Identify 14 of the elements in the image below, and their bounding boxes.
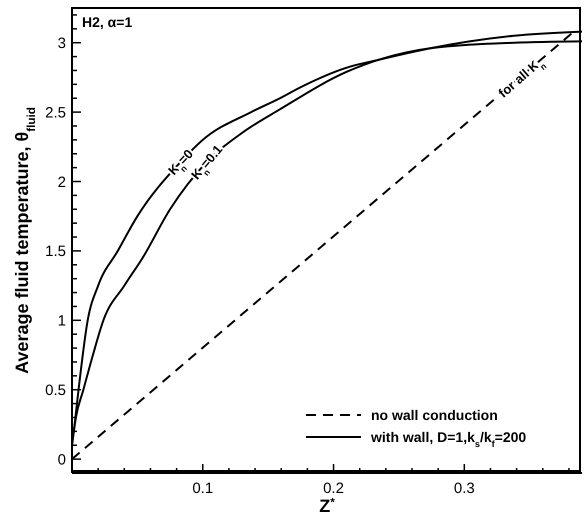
x-axis-title: Z$^{*}$ (319, 496, 336, 516)
y-tick-label: 0.5 (45, 382, 66, 399)
y-tick-label: 3 (58, 34, 66, 52)
y-tick-label: 1.5 (45, 243, 66, 260)
x-tick-label: 0.3 (454, 480, 475, 497)
x-tick-label: 0.1 (192, 480, 214, 497)
annotation: H2, α=1 (82, 14, 132, 30)
x-tick-label: 0.2 (323, 480, 344, 497)
y-tick-label: 2.5 (45, 104, 66, 122)
y-tick-label: 1 (58, 312, 66, 330)
legend-label: no wall conduction (371, 406, 498, 423)
y-tick-label: 0 (58, 451, 66, 468)
legend-label: with wall, D=1,k$_{s}$/k$_{f}$=200 (370, 428, 526, 449)
y-tick-label: 2 (58, 174, 66, 191)
